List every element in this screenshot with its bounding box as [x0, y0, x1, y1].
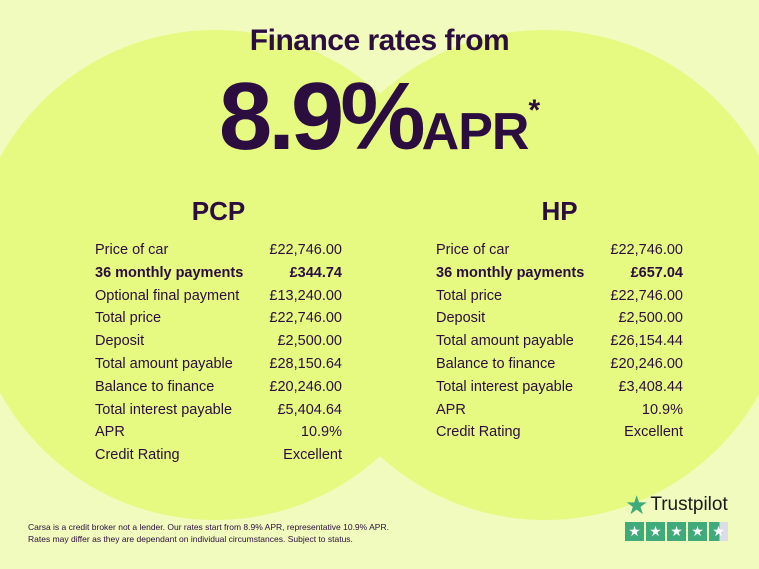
rate-display: 8.9%APR*	[0, 62, 759, 172]
table-row: APR 10.9%	[95, 421, 342, 444]
row-value: £26,154.44	[610, 333, 683, 350]
row-label: APR	[436, 401, 466, 418]
row-label: Total interest payable	[436, 378, 574, 395]
star-icon: ★	[625, 522, 644, 541]
decorative-circle-right	[300, 30, 759, 520]
row-label: APR	[95, 424, 125, 441]
row-value: £22,746.00	[610, 242, 683, 258]
row-value: £22,746.00	[610, 287, 683, 304]
row-value: £13,240.00	[269, 287, 342, 304]
table-row: 36 monthly payments £657.04	[436, 262, 683, 285]
row-label: Credit Rating	[95, 447, 180, 464]
row-value: £22,746.00	[269, 310, 342, 327]
pcp-rows: Price of car £22,746.00 36 monthly payment…	[95, 239, 342, 467]
row-label: 36 monthly payments	[95, 264, 244, 281]
table-row: Deposit £2,500.00	[436, 307, 683, 330]
row-value: Excellent	[283, 447, 342, 464]
row-label: Credit Rating	[436, 424, 521, 441]
trustpilot-badge[interactable]: ★ Trustpilot ★ ★ ★ ★ ★	[625, 490, 728, 541]
table-row: Deposit £2,500.00	[95, 330, 342, 353]
table-row: 36 monthly payments £344.74	[95, 262, 342, 285]
row-label: Deposit	[95, 333, 145, 350]
rate-asterisk: *	[528, 94, 541, 127]
row-value: £5,404.64	[277, 401, 342, 418]
disclaimer: Carsa is a credit broker not a lender. O…	[28, 521, 389, 545]
row-value: 10.9%	[641, 401, 683, 418]
row-value: £20,246.00	[610, 355, 683, 372]
star-icon: ★	[646, 522, 665, 541]
table-row: Total price £22,746.00	[95, 307, 342, 330]
row-value: £3,408.44	[618, 378, 683, 395]
hp-title: HP	[541, 196, 578, 226]
trustpilot-name: Trustpilot	[650, 494, 728, 515]
row-label: Balance to finance	[95, 378, 215, 395]
disclaimer-line: Carsa is a credit broker not a lender. O…	[28, 522, 389, 532]
table-row: APR 10.9%	[436, 399, 683, 422]
pcp-title: PCP	[191, 196, 246, 226]
table-row: Balance to finance £20,246.00	[436, 353, 683, 376]
table-row: Total interest payable £3,408.44	[436, 376, 683, 399]
table-row: Total price £22,746.00	[436, 285, 683, 308]
row-label: Total price	[95, 310, 162, 327]
row-value: £22,746.00	[269, 242, 342, 258]
table-row: Total amount payable £28,150.64	[95, 353, 342, 376]
row-label: Total amount payable	[95, 355, 233, 372]
row-value: £657.04	[630, 264, 683, 281]
table-row: Total amount payable £26,154.44	[436, 330, 683, 353]
row-label: Balance to finance	[436, 355, 556, 372]
row-label: Price of car	[436, 242, 510, 258]
row-value: £28,150.64	[269, 355, 342, 372]
row-value: 10.9%	[300, 424, 342, 441]
table-row: Optional final payment £13,240.00	[95, 285, 342, 308]
star-icon: ★	[688, 522, 707, 541]
rate-value: 8.9%	[218, 63, 426, 170]
row-label: Total interest payable	[95, 401, 233, 418]
star-icon: ★	[709, 522, 728, 541]
row-value: £2,500.00	[277, 333, 342, 350]
row-value: Excellent	[624, 424, 683, 441]
row-value: £2,500.00	[618, 310, 683, 327]
pcp-table: PCP Price of car £22,746.00 36 monthly pay…	[95, 196, 342, 467]
headline: Finance rates from	[249, 24, 510, 57]
row-label: Total price	[436, 287, 503, 304]
row-value: £344.74	[289, 264, 342, 281]
star-icon: ★	[667, 522, 686, 541]
row-label: 36 monthly payments	[436, 264, 585, 281]
row-value: £20,246.00	[269, 378, 342, 395]
table-row: Price of car £22,746.00	[436, 239, 683, 262]
hp-rows: Price of car £22,746.00 36 monthly payment…	[436, 239, 683, 444]
table-row: Credit Rating Excellent	[436, 421, 683, 444]
disclaimer-line: Rates may differ as they are dependant o…	[28, 534, 353, 544]
row-label: Price of car	[95, 242, 169, 258]
row-label: Optional final payment	[95, 287, 240, 304]
table-row: Balance to finance £20,246.00	[95, 376, 342, 399]
table-row: Credit Rating Excellent	[95, 444, 342, 467]
hp-table: HP Price of car £22,746.00 36 monthly paym…	[436, 196, 683, 444]
table-row: Total interest payable £5,404.64	[95, 399, 342, 422]
table-row: Price of car £22,746.00	[95, 239, 342, 262]
rate-unit: APR	[421, 103, 530, 161]
row-label: Deposit	[436, 310, 486, 327]
trustpilot-rating: ★ ★ ★ ★ ★	[625, 522, 728, 541]
row-label: Total amount payable	[436, 333, 574, 350]
trustpilot-star-icon: ★	[625, 490, 649, 520]
